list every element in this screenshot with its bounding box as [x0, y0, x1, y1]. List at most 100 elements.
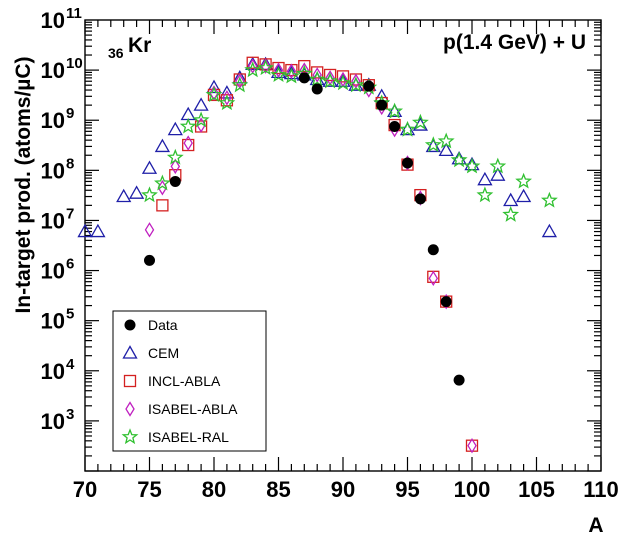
x-tick-label: 110 — [583, 477, 619, 502]
data-point — [156, 199, 169, 212]
y-tick-exponent: 3 — [66, 406, 74, 423]
data-point — [515, 172, 532, 189]
annotation-left-main: Kr — [128, 34, 151, 57]
data-point — [232, 70, 248, 84]
data-point — [244, 61, 262, 78]
data-point — [206, 79, 222, 94]
data-point — [399, 120, 416, 137]
y-tick-exponent: 9 — [66, 105, 74, 122]
data-point — [273, 62, 284, 78]
data-point — [286, 63, 297, 79]
data-point — [144, 254, 155, 266]
data-point — [298, 59, 311, 73]
data-point — [402, 157, 413, 169]
data-point — [428, 270, 439, 287]
data-point — [503, 192, 519, 207]
data-point — [334, 74, 352, 91]
y-tick-label: 10 — [41, 108, 65, 133]
data-point — [347, 76, 365, 93]
data-point — [166, 148, 184, 165]
legend-label: ISABEL-RAL — [148, 429, 229, 445]
annotation-left-sub: 36 — [108, 45, 124, 61]
series-data — [144, 72, 465, 386]
y-tick-label: 10 — [41, 359, 65, 384]
data-point — [336, 70, 350, 83]
data-point — [283, 67, 300, 84]
x-tick-label: 90 — [331, 477, 355, 502]
data-point — [298, 72, 310, 84]
series-isabel-ral — [141, 59, 558, 222]
y-tick-label: 10 — [41, 158, 65, 183]
legend-marker — [123, 374, 137, 388]
x-axis-title: A — [588, 514, 603, 537]
x-tick-label: 80 — [202, 477, 226, 502]
data-point — [260, 58, 271, 74]
data-point — [144, 222, 155, 238]
data-point — [467, 437, 477, 454]
y-tick-exponent: 7 — [66, 205, 74, 222]
legend-marker — [124, 319, 136, 331]
data-point — [308, 70, 326, 87]
data-point — [209, 85, 219, 101]
legend-label: Data — [148, 317, 178, 333]
data-point — [476, 186, 494, 203]
legend-box — [112, 310, 267, 452]
data-point — [183, 135, 193, 151]
y-tick-label: 10 — [41, 8, 65, 33]
data-point — [389, 120, 401, 132]
data-point — [192, 111, 210, 128]
legend-label: ISABEL-ABLA — [148, 401, 238, 417]
data-point — [490, 167, 506, 181]
data-point — [169, 175, 181, 187]
data-point — [477, 171, 493, 186]
data-point — [219, 85, 235, 99]
data-point — [77, 223, 93, 238]
y-axis-title: In-target prod. (atoms/µC) — [12, 56, 35, 313]
y-tick-label: 10 — [41, 309, 65, 334]
data-point — [312, 67, 322, 83]
data-point — [311, 83, 323, 95]
data-point — [205, 86, 223, 103]
y-tick-exponent: 10 — [66, 55, 83, 72]
x-tick-label: 95 — [395, 477, 419, 502]
data-point — [323, 68, 337, 82]
data-point — [437, 132, 455, 149]
data-point — [463, 157, 481, 174]
data-point — [440, 296, 452, 308]
data-point — [414, 193, 426, 205]
data-point — [128, 185, 145, 199]
data-point — [450, 151, 468, 168]
data-point — [218, 94, 236, 111]
data-point — [179, 117, 197, 134]
data-point — [246, 56, 259, 69]
data-point — [540, 191, 558, 208]
data-point — [90, 223, 106, 238]
x-tick-label: 75 — [137, 477, 161, 502]
data-point — [411, 113, 429, 130]
data-point — [363, 80, 375, 92]
data-point — [193, 97, 209, 111]
data-point — [154, 174, 171, 191]
data-point — [515, 188, 532, 203]
legend: Data CEM INCL-ABLA ISABEL-ABLA ISABEL-RAL — [112, 310, 267, 452]
y-tick-label: 10 — [41, 58, 65, 83]
y-tick-label: 10 — [41, 409, 65, 434]
data-point — [376, 99, 388, 111]
x-tick-label: 85 — [266, 477, 290, 502]
data-point — [386, 103, 403, 118]
data-point — [321, 72, 339, 89]
y-tick-label: 10 — [41, 208, 65, 233]
data-point — [489, 157, 507, 174]
data-point — [196, 117, 206, 133]
data-point — [502, 205, 520, 222]
data-point — [453, 374, 465, 386]
data-point — [141, 186, 158, 203]
legend-marker — [121, 428, 139, 445]
x-tick-label: 100 — [454, 477, 491, 502]
data-point — [116, 188, 132, 203]
y-tick-exponent: 8 — [66, 155, 74, 172]
data-point — [438, 142, 454, 157]
y-tick-exponent: 4 — [66, 356, 75, 373]
data-point — [257, 59, 274, 76]
